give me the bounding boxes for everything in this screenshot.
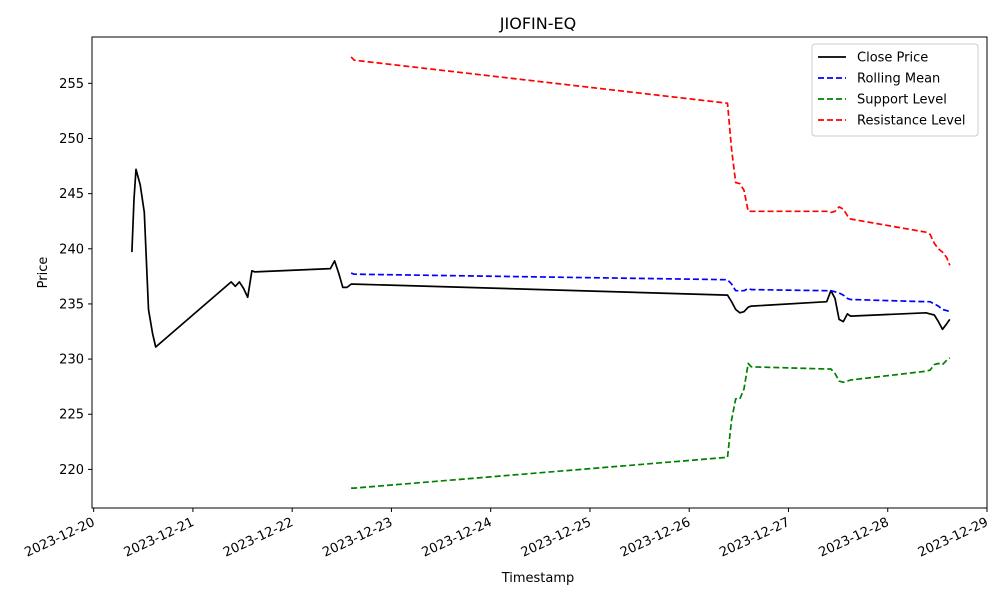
y-tick-label: 225	[59, 408, 84, 423]
legend-label: Rolling Mean	[857, 72, 940, 87]
plot-frame	[91, 36, 988, 509]
legend-label: Support Level	[857, 93, 947, 108]
y-tick-label: 235	[59, 297, 84, 312]
y-axis: 220 225 230 235 240 245 250 255	[59, 77, 92, 478]
y-tick-label: 255	[59, 77, 84, 92]
series-layer	[131, 56, 951, 489]
series-line-resistance-level	[350, 56, 951, 266]
y-tick-label: 245	[59, 187, 84, 202]
legend: Close Price Rolling Mean Support Level Resi…	[811, 43, 979, 137]
legend-box	[811, 43, 979, 137]
x-axis-title: Timestamp	[501, 571, 575, 586]
legend-label: Resistance Level	[857, 114, 966, 129]
y-tick-label: 230	[59, 353, 84, 368]
series-line-close-price	[131, 168, 951, 348]
legend-label: Close Price	[857, 51, 928, 66]
y-tick-label: 250	[59, 132, 84, 147]
y-tick-label: 240	[59, 242, 84, 257]
series-line-support-level	[351, 357, 951, 489]
chart-title: JIOFIN-EQ	[499, 14, 576, 33]
y-tick-label: 220	[59, 463, 84, 478]
series-line-rolling-mean	[350, 272, 951, 313]
y-axis-title: Price	[36, 257, 51, 289]
